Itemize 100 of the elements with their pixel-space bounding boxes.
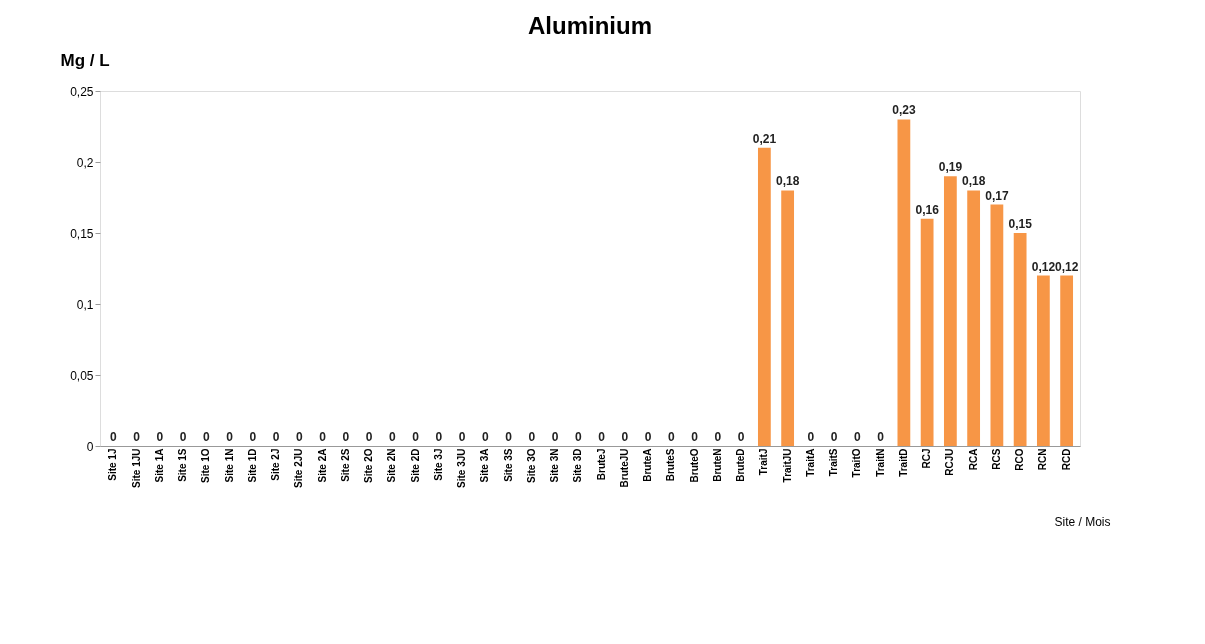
data-label: 0 [668, 430, 676, 444]
data-label: 0,17 [985, 188, 1009, 203]
data-label: 0 [830, 430, 838, 444]
x-tick-label: TraitD [897, 448, 909, 477]
x-tick-label: TraitJ [758, 448, 770, 476]
x-tick-label: BruteJU [618, 448, 630, 488]
x-tick-label: RCS [990, 448, 1002, 470]
x-tick-label: Site 2JU [293, 448, 305, 488]
data-label: 0 [505, 430, 513, 444]
data-label: 0,16 [915, 202, 940, 217]
data-label: 0 [156, 430, 164, 444]
data-label: 0,12 [1054, 259, 1079, 274]
bar [757, 147, 771, 446]
x-tick-label: Site 3A [479, 448, 491, 483]
x-tick-label: Site 2S [339, 448, 351, 482]
x-tick-label: TraitJU [781, 448, 793, 483]
x-tick-label: Site 3N [549, 448, 561, 483]
y-tick-label: 0,25 [70, 84, 94, 99]
data-label: 0 [296, 430, 304, 444]
data-label: 0 [482, 430, 490, 444]
bar [781, 190, 795, 446]
y-tick-label: 0,05 [70, 368, 94, 383]
x-tick-label: Site 3S [502, 448, 514, 482]
x-tick-label: Site 1JU [130, 448, 142, 488]
x-tick-label: RCA [967, 448, 979, 471]
x-tick-label: RCN [1037, 448, 1049, 471]
x-tick-label: TraitA [804, 448, 816, 477]
data-label: 0 [435, 430, 443, 444]
x-tick-label: BruteS [665, 448, 677, 482]
x-tick-label: Site 2J [270, 448, 282, 481]
bar [897, 119, 911, 446]
data-label: 0 [319, 430, 327, 444]
data-label: 0 [342, 430, 350, 444]
x-tick-label: Site 2D [409, 448, 421, 483]
data-label: 0 [365, 430, 373, 444]
data-label: 0 [133, 430, 141, 444]
x-tick-label: BruteN [711, 448, 723, 482]
x-tick-label: Site 3D [572, 448, 584, 483]
data-label: 0,23 [892, 103, 916, 118]
x-tick-label: Site 1O [200, 448, 212, 483]
x-tick-label: BruteD [735, 448, 747, 482]
data-label: 0 [644, 430, 652, 444]
x-tick-label: RCO [1014, 448, 1026, 471]
data-label: 0 [737, 430, 745, 444]
data-label: 0 [598, 430, 606, 444]
x-tick-label: Site 2N [386, 448, 398, 483]
data-label: 0,18 [775, 174, 800, 189]
data-label: 0,19 [938, 160, 963, 175]
data-label: 0 [528, 430, 536, 444]
bar [967, 190, 981, 446]
x-tick-label: Site 2A [316, 448, 328, 483]
data-label: 0 [551, 430, 559, 444]
x-axis-title: Site / Mois [1054, 514, 1111, 529]
data-label: 0 [179, 430, 187, 444]
x-tick-label: BruteA [642, 448, 654, 482]
x-tick-label: TraitN [874, 448, 886, 477]
x-tick-label: Site 2O [363, 448, 375, 483]
data-label: 0,18 [961, 174, 986, 189]
data-label: 0 [458, 430, 466, 444]
x-tick-label: TraitS [828, 448, 840, 477]
data-label: 0,12 [1031, 259, 1056, 274]
x-tick-label: Site 1S [177, 448, 189, 482]
x-tick-label: Site 3J [432, 448, 444, 481]
data-label: 0 [412, 430, 420, 444]
bar [920, 218, 934, 446]
bar [1036, 275, 1050, 446]
y-tick-label: 0,15 [70, 226, 94, 241]
x-tick-label: Site 1D [246, 448, 258, 483]
data-label: 0 [575, 430, 583, 444]
x-tick-label: Site 3O [525, 448, 537, 483]
x-tick-label: Site 3JU [456, 448, 468, 488]
data-label: 0 [877, 430, 885, 444]
x-tick-label: RCJ [921, 448, 933, 469]
x-tick-label: TraitO [851, 448, 863, 478]
x-tick-label: Site 1J [107, 448, 119, 481]
bar [990, 204, 1004, 446]
data-label: 0 [714, 430, 722, 444]
x-tick-label: Site 1N [223, 448, 235, 483]
bar [1013, 233, 1027, 446]
y-tick-label: 0,1 [76, 297, 94, 312]
data-label: 0 [203, 430, 211, 444]
x-tick-label: RCJU [944, 448, 956, 476]
y-tick-label: 0 [86, 439, 94, 454]
data-label: 0 [272, 430, 280, 444]
data-label: 0 [249, 430, 257, 444]
bar [943, 176, 957, 446]
data-label: 0 [691, 430, 699, 444]
data-label: 0,15 [1008, 217, 1033, 231]
x-tick-label: Site 1A [153, 448, 165, 483]
data-label: 0 [807, 430, 815, 444]
x-tick-label: BruteO [688, 448, 700, 483]
data-label: 0,21 [752, 131, 777, 146]
data-label: 0 [854, 430, 862, 444]
data-label: 0 [110, 430, 118, 444]
x-tick-label: BruteJ [595, 448, 607, 481]
data-label: 0 [226, 430, 234, 444]
chart-title: Aluminium [528, 12, 652, 39]
data-label: 0 [389, 430, 397, 444]
y-axis-title: Mg / L [60, 50, 110, 70]
x-tick-label: RCD [1060, 448, 1072, 471]
